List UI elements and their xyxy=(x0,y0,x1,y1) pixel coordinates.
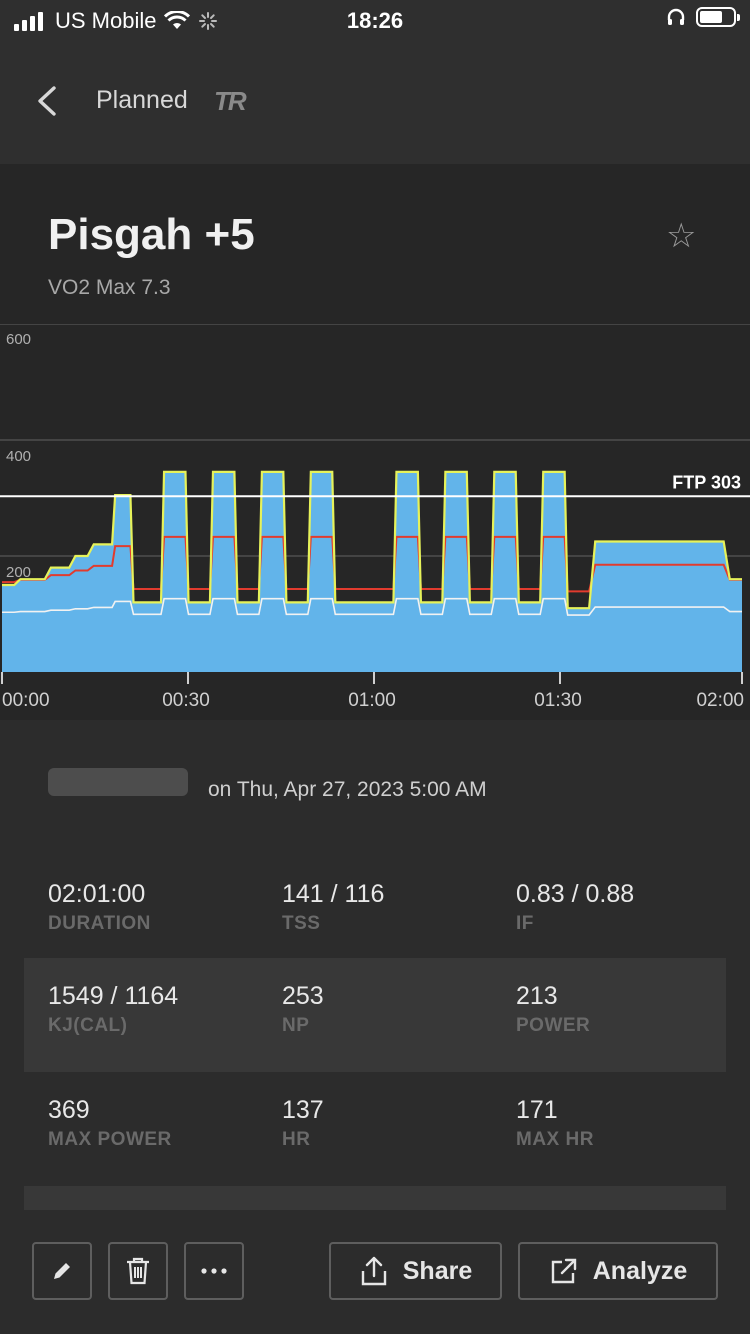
stat-label: IF xyxy=(516,913,534,934)
workout-title: Pisgah +5 xyxy=(48,210,255,259)
nav-header: Planned TR xyxy=(0,40,750,164)
bottom-toolbar: Share Analyze xyxy=(0,1210,750,1334)
carrier-name: US Mobile xyxy=(55,8,157,33)
nav-title[interactable]: Planned xyxy=(96,86,188,114)
edit-button[interactable] xyxy=(32,1242,92,1300)
y-tick-label: 400 xyxy=(6,448,31,465)
delete-button[interactable] xyxy=(108,1242,168,1300)
stats-row-partial xyxy=(24,1186,726,1210)
stat-value: 02:01:00 xyxy=(48,880,146,908)
status-time: 18:26 xyxy=(346,8,404,33)
workout-subtitle: VO2 Max 7.3 xyxy=(48,276,171,299)
stat-np: 253 NP xyxy=(282,982,324,1037)
stat-value: 137 xyxy=(282,1096,324,1124)
trainerroad-logo: TR xyxy=(214,86,247,116)
stat-value: 253 xyxy=(282,982,324,1010)
stat-power: 213 POWER xyxy=(516,982,590,1037)
analyze-label: Analyze xyxy=(592,1256,688,1285)
share-icon xyxy=(361,1256,386,1286)
more-button[interactable] xyxy=(184,1242,244,1300)
stat-label: POWER xyxy=(516,1015,591,1036)
x-ticks xyxy=(1,672,743,684)
stat-tss: 141 / 116 TSS xyxy=(282,880,384,935)
power-line xyxy=(2,470,742,610)
stat-value: 141 / 116 xyxy=(282,880,385,908)
stat-label: DURATION xyxy=(48,913,151,934)
stat-value: 1549 / 1164 xyxy=(48,982,179,1010)
stat-value: 369 xyxy=(48,1096,90,1124)
workout-header: Pisgah +5 VO2 Max 7.3 ☆ xyxy=(0,164,750,324)
x-tick-label: 00:00 xyxy=(2,690,50,711)
more-dots-icon xyxy=(201,1268,227,1274)
x-tick-label: 01:30 xyxy=(534,690,582,711)
share-button[interactable]: Share xyxy=(329,1242,502,1300)
heart-rate-line xyxy=(2,535,742,593)
stat-max-power: 369 MAX POWER xyxy=(48,1096,172,1151)
status-bar: US Mobile 18:26 xyxy=(0,0,750,40)
wifi-icon xyxy=(164,11,191,29)
stat-kj: 1549 / 1164 KJ(CAL) xyxy=(48,982,178,1037)
y-tick-label: 200 xyxy=(6,564,31,581)
loading-spinner-icon xyxy=(199,12,218,30)
stats-row: 02:01:00 DURATION 141 / 116 TSS 0.83 / 0… xyxy=(24,856,726,970)
stat-max-hr: 171 MAX HR xyxy=(516,1096,594,1151)
stats-row: 1549 / 1164 KJ(CAL) 253 NP 213 POWER xyxy=(24,958,726,1072)
x-tick-label: 02:00 xyxy=(696,690,744,711)
x-tick-label: 00:30 xyxy=(162,690,210,711)
stat-label: TSS xyxy=(282,913,321,934)
power-chart: 600 400 200 FTP 303 00:00 00:30 01:00 01… xyxy=(0,324,750,720)
workout-details: on Thu, Apr 27, 2023 5:00 AM 02:01:00 DU… xyxy=(0,720,750,1210)
headphones-icon xyxy=(667,8,685,25)
x-tick-label: 01:00 xyxy=(348,690,396,711)
stat-label: MAX POWER xyxy=(48,1129,172,1150)
redacted-athlete-name xyxy=(48,768,188,796)
workout-chart: 600 400 200 FTP 303 00:00 00:30 01:00 01… xyxy=(0,324,750,720)
analyze-button[interactable]: Analyze xyxy=(518,1242,718,1300)
trash-icon xyxy=(127,1257,149,1285)
y-tick-label: 600 xyxy=(6,331,31,348)
stat-label: KJ(CAL) xyxy=(48,1015,128,1036)
stat-duration: 02:01:00 DURATION xyxy=(48,880,151,935)
stat-label: HR xyxy=(282,1129,311,1150)
stat-if: 0.83 / 0.88 IF xyxy=(516,880,634,935)
cadence-line xyxy=(2,597,742,616)
stat-label: NP xyxy=(282,1015,310,1036)
signal-icon xyxy=(14,11,43,31)
target-power-area xyxy=(2,471,742,672)
battery-icon xyxy=(696,7,740,27)
status-left: US Mobile xyxy=(14,8,218,34)
workout-date: on Thu, Apr 27, 2023 5:00 AM xyxy=(208,778,487,801)
share-label: Share xyxy=(402,1256,473,1285)
series-layer xyxy=(2,470,742,672)
back-chevron-icon[interactable] xyxy=(30,84,64,118)
stat-value: 0.83 / 0.88 xyxy=(516,880,635,908)
pencil-icon xyxy=(54,1263,70,1279)
stat-label: MAX HR xyxy=(516,1129,594,1150)
stat-hr: 137 HR xyxy=(282,1096,324,1151)
stat-value: 171 xyxy=(516,1096,558,1124)
favorite-star-icon[interactable]: ☆ xyxy=(666,217,697,255)
status-right xyxy=(666,7,740,27)
ftp-label: FTP 303 xyxy=(672,472,741,492)
external-link-icon xyxy=(551,1258,576,1284)
stats-row: 369 MAX POWER 137 HR 171 MAX HR xyxy=(24,1072,726,1186)
stat-value: 213 xyxy=(516,982,558,1010)
